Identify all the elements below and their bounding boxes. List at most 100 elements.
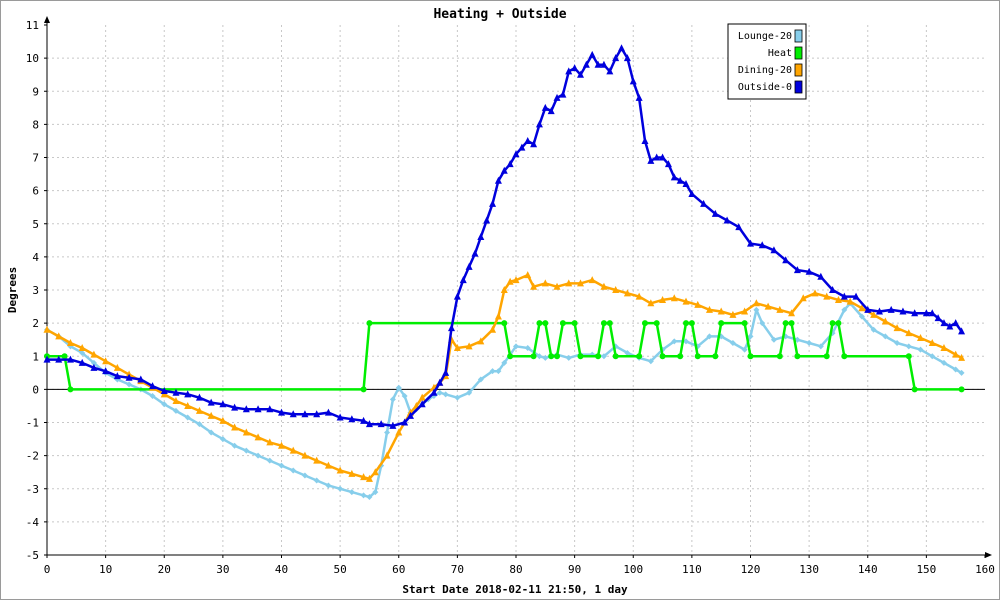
outside-0-point <box>600 60 608 68</box>
outside-0-point <box>934 314 942 322</box>
dining-20-point <box>360 473 368 481</box>
heat-point <box>718 320 725 327</box>
outside-0-point <box>793 266 801 274</box>
dining-20-point <box>113 363 121 371</box>
lounge-20-point <box>841 306 848 313</box>
outside-0-point <box>887 305 895 313</box>
dining-20-point <box>764 302 772 310</box>
dining-20-point <box>776 305 784 313</box>
dining-20-point <box>365 474 373 482</box>
outside-0-point <box>817 272 825 280</box>
legend-swatch-heat <box>794 46 803 60</box>
dining-20-point <box>219 416 227 424</box>
dining-20-point <box>682 297 690 305</box>
dining-20-point <box>90 350 98 358</box>
dining-20-point <box>623 289 631 297</box>
outside-0-point <box>430 388 438 396</box>
outside-0-point <box>55 355 63 363</box>
heat-point <box>501 320 508 327</box>
outside-0-point <box>553 93 561 101</box>
lounge-20-point <box>600 353 607 360</box>
dining-20-point <box>846 297 854 305</box>
x-tick-label: 30 <box>216 563 229 576</box>
lounge-20-point <box>929 353 936 360</box>
lounge-20-point <box>706 333 713 340</box>
dining-20-point <box>348 469 356 477</box>
outside-0-point <box>406 411 414 419</box>
heat-point <box>61 353 68 360</box>
lounge-20-point <box>905 343 912 350</box>
y-tick-label: -4 <box>26 516 40 529</box>
outside-0-point <box>747 239 754 247</box>
lounge-20-point <box>161 401 168 408</box>
dining-20-point <box>266 438 274 446</box>
x-tick-label: 140 <box>858 563 878 576</box>
dining-20-point <box>494 312 502 320</box>
outside-0-point <box>576 70 584 78</box>
lounge-20-point <box>325 482 332 489</box>
lounge-20-point <box>348 489 355 496</box>
outside-0-point <box>711 209 719 217</box>
x-tick-label: 40 <box>275 563 288 576</box>
legend-swatch-dining-20 <box>794 63 803 77</box>
lounge-20-point <box>301 472 308 479</box>
heat-point <box>530 353 537 360</box>
dining-20-point <box>465 342 473 350</box>
outside-0-point <box>629 77 637 85</box>
outside-0-point <box>418 400 426 408</box>
outside-0-point <box>442 368 450 376</box>
dining-20-point <box>383 451 391 459</box>
dining-20-point <box>195 406 203 414</box>
outside-0-point <box>782 256 790 264</box>
outside-0-point <box>952 319 960 327</box>
legend-label-dining-20: Dining-20 <box>738 65 792 76</box>
heat-point <box>606 320 613 327</box>
dining-20-point <box>55 332 63 340</box>
dining-20-point <box>928 339 936 346</box>
outside-0-point <box>922 309 930 317</box>
dining-20-point <box>172 396 180 404</box>
dining-20-point <box>289 446 297 454</box>
lounge-20-point <box>466 389 473 396</box>
heat-point <box>823 353 830 360</box>
y-tick-label: 5 <box>32 218 39 231</box>
outside-0-point <box>565 67 573 75</box>
heat-point <box>712 353 719 360</box>
outside-0-point <box>899 307 907 315</box>
dining-20-point <box>917 334 925 342</box>
lounge-20-point <box>952 366 959 373</box>
lounge-20-point <box>454 394 461 401</box>
lounge-20-point <box>524 344 531 351</box>
lounge-20-point <box>671 338 678 345</box>
grid <box>47 25 985 555</box>
heat-point <box>536 320 543 327</box>
y-tick-label: 6 <box>32 185 39 198</box>
y-tick-label: -1 <box>26 417 39 430</box>
outside-0-point <box>840 292 848 300</box>
heat-point <box>829 320 836 327</box>
dining-20-point <box>541 279 549 287</box>
lounge-20-point <box>940 359 947 366</box>
outside-0-point <box>758 241 766 249</box>
lounge-20-point <box>477 376 484 383</box>
lounge-20-point <box>208 429 215 436</box>
outside-0-point <box>864 305 872 313</box>
outside-0-point <box>184 390 192 398</box>
heat-point <box>542 320 549 327</box>
outside-0-point <box>940 319 948 327</box>
dining-20-point <box>799 294 807 302</box>
x-tick-label: 100 <box>623 563 643 576</box>
legend-label-lounge-20: Lounge-20 <box>738 31 792 42</box>
heat-point <box>688 320 695 327</box>
heat-point <box>694 353 701 360</box>
lounge-20-point <box>313 477 320 484</box>
dining-20-point <box>301 451 309 459</box>
legend-box <box>727 23 807 100</box>
dining-20-point <box>811 289 819 297</box>
lounge-20-point <box>747 333 754 340</box>
dining-20-point <box>66 339 74 346</box>
outside-0-point <box>500 166 508 174</box>
x-tick-label: 110 <box>682 563 702 576</box>
lounge-20-point <box>536 353 543 360</box>
